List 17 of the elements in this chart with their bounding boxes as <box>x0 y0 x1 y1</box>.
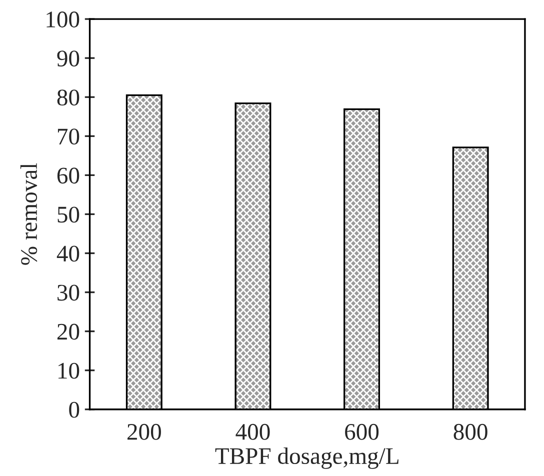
x-axis-title: TBPF dosage,mg/L <box>215 447 398 469</box>
y-tick-label: 30 <box>58 284 80 301</box>
y-tick-label: 100 <box>46 12 80 28</box>
y-axis-title: % removal <box>20 163 38 265</box>
x-tick-label: 600 <box>345 424 379 440</box>
x-tick-label: 200 <box>127 424 161 440</box>
y-tick-label: 20 <box>57 324 80 340</box>
y-tick-label: 10 <box>58 362 80 379</box>
x-tick-label: 400 <box>236 424 270 440</box>
y-tick-label: 50 <box>58 206 80 223</box>
y-tick-label: 40 <box>56 246 80 262</box>
y-tick-label: 90 <box>57 50 80 66</box>
y-tick-label: 80 <box>57 90 80 106</box>
y-tick-label: 60 <box>57 168 80 184</box>
x-tick-label: 800 <box>454 424 488 440</box>
y-tick-label: 70 <box>58 128 80 145</box>
y-tick-label: 0 <box>69 402 80 418</box>
